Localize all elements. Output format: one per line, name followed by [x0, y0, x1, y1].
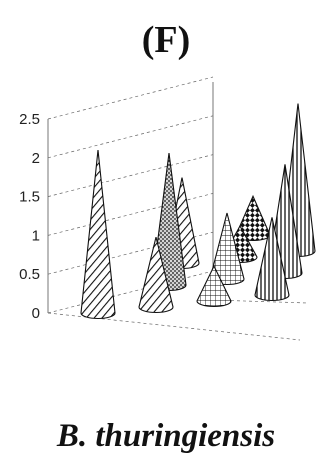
y-tick-label: 1.5: [19, 189, 40, 206]
gridline: [47, 231, 214, 275]
y-tick-label: 2: [32, 150, 40, 167]
gridline: [47, 270, 214, 314]
gridline: [47, 154, 214, 197]
y-axis-ticks: 0 0.5 1 1.5 2 2.5: [19, 111, 40, 322]
y-tick-label: 0.5: [19, 266, 40, 283]
cone-mark: [254, 217, 290, 302]
figure-caption: B. thuringiensis: [56, 418, 275, 454]
gridline: [47, 115, 214, 159]
gridline: [47, 76, 214, 120]
y-tick-label: 1: [32, 227, 40, 244]
panel-label: (F): [142, 19, 191, 61]
y-tick-label: 2.5: [19, 111, 40, 128]
gridline: [47, 193, 214, 236]
cone-mark: [196, 264, 232, 308]
plot-cones: [80, 103, 316, 320]
y-tick-label: 0: [32, 305, 40, 322]
cone-mark: [138, 237, 174, 314]
cone-mark: [80, 149, 116, 320]
floor-back-right: [212, 299, 309, 304]
